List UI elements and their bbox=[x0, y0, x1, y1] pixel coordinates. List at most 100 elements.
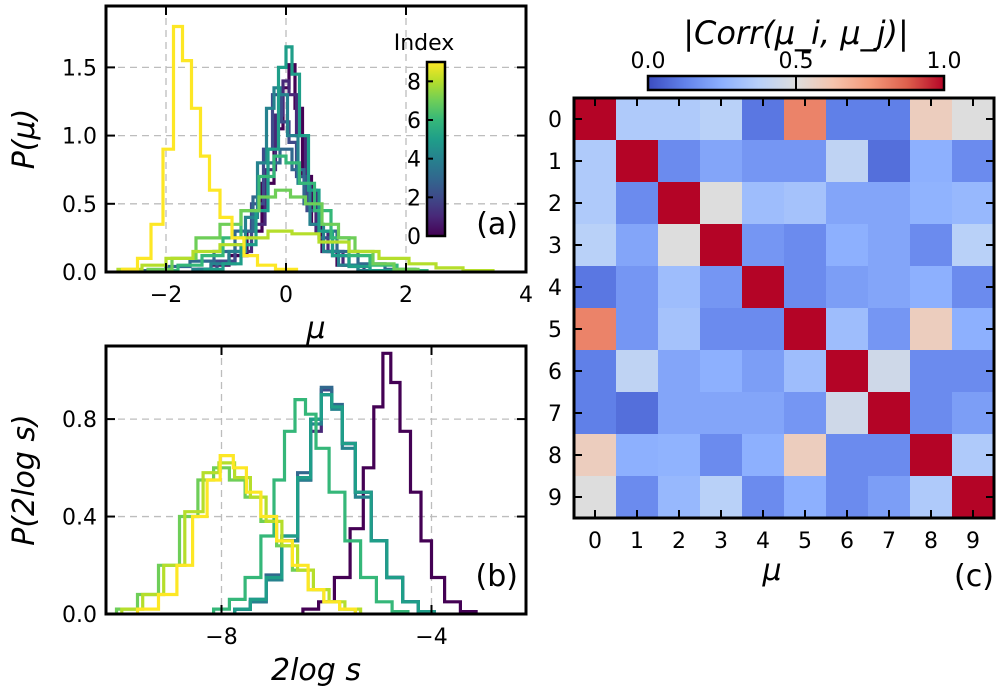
x-tick-label: 4 bbox=[519, 283, 533, 308]
index-colorbar-tick-label: 2 bbox=[407, 186, 421, 211]
heatmap-y-tick-label: 3 bbox=[548, 234, 562, 259]
heatmap-y-tick-label: 8 bbox=[548, 444, 562, 469]
heatmap-cell-r6-c5 bbox=[784, 350, 827, 393]
heatmap-x-tick-label: 3 bbox=[714, 529, 728, 554]
heatmap-cell-r1-c8 bbox=[910, 140, 953, 183]
y-tick-label: 0.5 bbox=[62, 193, 97, 218]
heatmap-y-tick-label: 0 bbox=[548, 108, 562, 133]
correlation-colorbar-tick-label: 0.0 bbox=[631, 49, 666, 74]
heatmap-y-tick-label: 9 bbox=[548, 486, 562, 511]
heatmap-cell-r8-c3 bbox=[700, 434, 743, 477]
heatmap-cell-r4-c8 bbox=[910, 266, 953, 309]
heatmap-cell-r8-c1 bbox=[616, 434, 659, 477]
y-tick-label: 0.4 bbox=[62, 506, 97, 531]
heatmap-cell-r8-c4 bbox=[742, 434, 785, 477]
panel-label: (c) bbox=[954, 559, 994, 594]
heatmap-cell-r2-c1 bbox=[616, 182, 659, 225]
heatmap-cell-r7-c8 bbox=[910, 392, 953, 435]
heatmap-cell-r2-c2 bbox=[658, 182, 701, 225]
heatmap-cell-r1-c6 bbox=[826, 140, 869, 183]
heatmap-x-tick-label: 1 bbox=[630, 529, 644, 554]
heatmap-cell-r5-c5 bbox=[784, 308, 827, 351]
heatmap-x-tick-label: 7 bbox=[882, 529, 896, 554]
histogram-series-0 bbox=[301, 351, 478, 614]
index-colorbar-tick-label: 6 bbox=[407, 109, 421, 134]
heatmap-cell-r3-c4 bbox=[742, 224, 785, 267]
heatmap-cell-r7-c5 bbox=[784, 392, 827, 435]
heatmap-cell-r3-c2 bbox=[658, 224, 701, 267]
heatmap-x-axis-label: μ bbox=[761, 553, 781, 588]
heatmap-cell-r6-c2 bbox=[658, 350, 701, 393]
heatmap-cell-r4-c1 bbox=[616, 266, 659, 309]
heatmap-cell-r6-c3 bbox=[700, 350, 743, 393]
heatmap-cell-r2-c6 bbox=[826, 182, 869, 225]
histogram-series-9 bbox=[120, 24, 299, 272]
y-tick-label: 0.0 bbox=[62, 603, 97, 628]
heatmap-cell-r1-c7 bbox=[868, 140, 911, 183]
heatmap-cell-r5-c7 bbox=[868, 308, 911, 351]
panel-c: 0 0 1 1 2 2 3 3 4 4 5 5 6 6 7 7 8 8 9 9 μ (c) 0.0 0.5 1.0 |Corr(μ… bbox=[548, 14, 996, 594]
heatmap-cell-r6-c8 bbox=[910, 350, 953, 393]
x-tick-label: 0 bbox=[279, 283, 293, 308]
x-axis-label: 2log s bbox=[271, 653, 361, 688]
heatmap-cell-r3-c1 bbox=[616, 224, 659, 267]
index-colorbar-tick-label: 4 bbox=[407, 148, 421, 173]
histogram-series-7 bbox=[114, 466, 357, 614]
heatmap-cell-r2-c3 bbox=[700, 182, 743, 225]
x-tick-label: −4 bbox=[415, 625, 447, 650]
axes-frame bbox=[104, 344, 528, 616]
index-colorbar-tick-label: 8 bbox=[407, 70, 421, 95]
heatmap-cell-r6-c1 bbox=[616, 350, 659, 393]
heatmap-cell-r6-c6 bbox=[826, 350, 869, 393]
heatmap-cell-r4-c5 bbox=[784, 266, 827, 309]
heatmap-cell-r7-c3 bbox=[700, 392, 743, 435]
heatmap-cell-r8-c7 bbox=[868, 434, 911, 477]
histogram-series-6 bbox=[152, 154, 429, 273]
heatmap-cell-r5-c1 bbox=[616, 308, 659, 351]
heatmap-title: |Corr(μ_i, μ_j)| bbox=[683, 14, 909, 52]
histogram-series-8 bbox=[116, 229, 495, 273]
heatmap-cell-r3-c3 bbox=[700, 224, 743, 267]
heatmap-y-tick-label: 1 bbox=[548, 150, 562, 175]
heatmap-cell-r1-c5 bbox=[784, 140, 827, 183]
heatmap-cell-r5-c4 bbox=[742, 308, 785, 351]
y-axis-label: P(μ) bbox=[7, 109, 42, 170]
y-tick-label: 1.5 bbox=[62, 56, 97, 81]
heatmap-cell-r7-c6 bbox=[826, 392, 869, 435]
y-tick-label: 1.0 bbox=[62, 125, 97, 150]
heatmap-y-tick-label: 7 bbox=[548, 402, 562, 427]
x-tick-label: 2 bbox=[399, 283, 413, 308]
heatmap-cell-r5-c2 bbox=[658, 308, 701, 351]
panel-label: (a) bbox=[476, 207, 518, 242]
heatmap-x-tick-label: 8 bbox=[924, 529, 938, 554]
heatmap-cell-r8-c2 bbox=[658, 434, 701, 477]
heatmap-x-tick-label: 0 bbox=[588, 529, 602, 554]
histogram-series-8 bbox=[120, 461, 363, 614]
histogram-series-9 bbox=[135, 454, 357, 614]
histogram-series-6 bbox=[212, 398, 410, 614]
heatmap-cell-r3-c7 bbox=[868, 224, 911, 267]
heatmap-cell-r7-c4 bbox=[742, 392, 785, 435]
heatmap-cell-r3-c5 bbox=[784, 224, 827, 267]
heatmap-cell-r6-c7 bbox=[868, 350, 911, 393]
index-colorbar bbox=[425, 60, 447, 238]
heatmap-cell-r2-c4 bbox=[742, 182, 785, 225]
histogram-series-7 bbox=[146, 188, 420, 272]
heatmap-cell-r2-c7 bbox=[868, 182, 911, 225]
x-axis-label: μ bbox=[305, 311, 325, 346]
panel-a: −2 0 2 4 0.0 0.5 1.0 1.5 μ P(μ) (a) Index 0 2 4 6 8 bbox=[7, 4, 533, 346]
y-axis-label: P(2log s) bbox=[7, 414, 42, 545]
heatmap-cell-r1-c2 bbox=[658, 140, 701, 183]
histogram-series-5 bbox=[203, 45, 396, 273]
heatmap-x-tick-label: 2 bbox=[672, 529, 686, 554]
heatmap-cell-r2-c8 bbox=[910, 182, 953, 225]
panel-b: −8 −4 0.0 0.4 0.8 2log s P(2log s) (b) bbox=[7, 344, 528, 688]
axes-frame bbox=[104, 4, 528, 274]
heatmap-cell-r3-c6 bbox=[826, 224, 869, 267]
heatmap-cell-r1-c3 bbox=[700, 140, 743, 183]
heatmap-cell-r4-c2 bbox=[658, 266, 701, 309]
heatmap-cell-r1-c4 bbox=[742, 140, 785, 183]
heatmap-cell-r3-c8 bbox=[910, 224, 953, 267]
y-tick-label: 0.0 bbox=[62, 261, 97, 286]
